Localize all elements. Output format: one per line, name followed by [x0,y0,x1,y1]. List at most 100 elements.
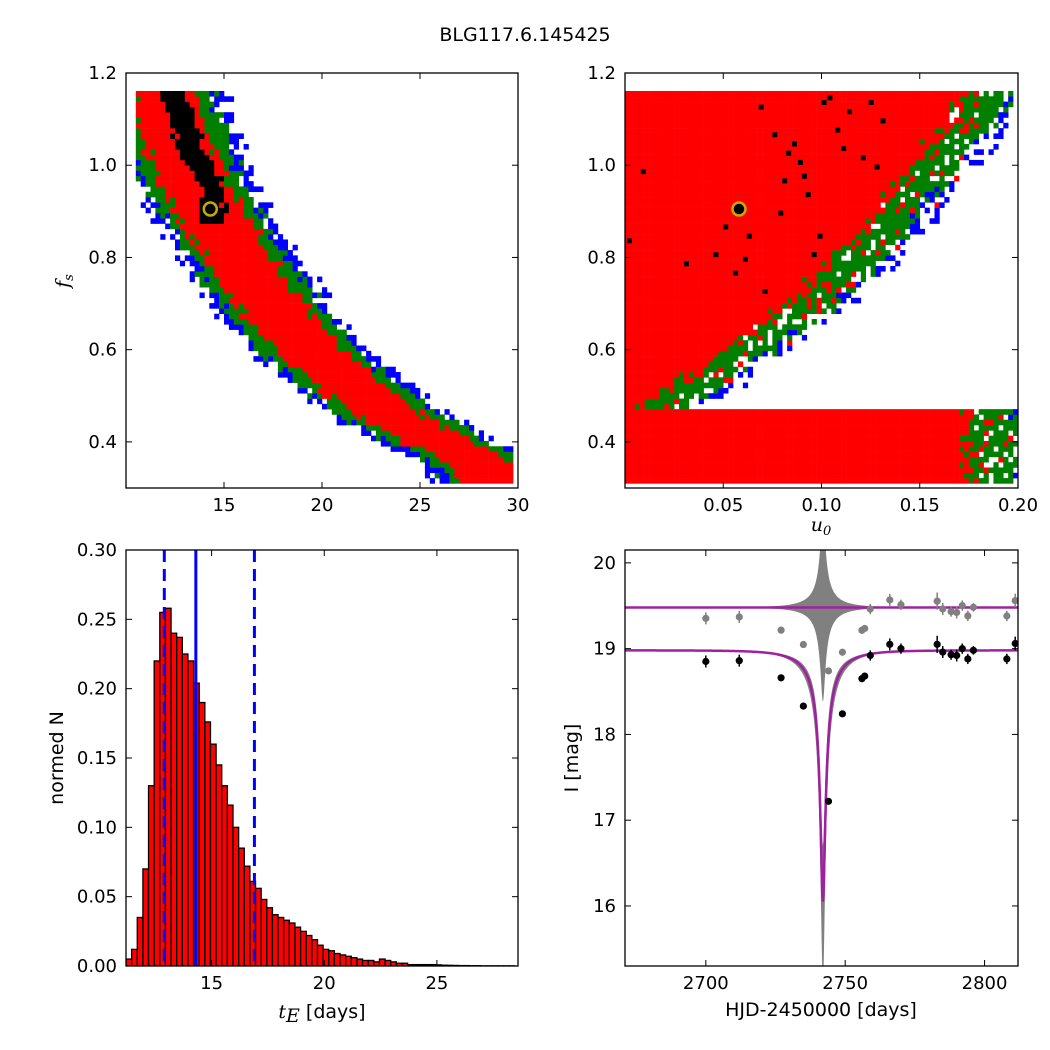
density-cell [983,414,989,421]
density-cell [693,435,699,442]
density-cell [841,149,847,155]
density-cell [258,281,264,288]
density-cell [919,191,925,198]
density-cell [703,212,709,219]
density-cell [683,440,690,447]
density-cell [900,446,906,452]
density-cell [875,181,881,187]
density-cell [880,175,886,182]
density-cell [258,340,264,346]
density-cell [870,207,876,214]
density-cell [875,191,881,198]
density-cell [718,334,724,341]
density-cell [728,292,734,299]
density-cell [963,451,970,458]
density-cell [194,186,200,193]
density-cell [826,297,832,304]
density-cell [801,234,808,240]
density-cell [792,329,798,336]
density-cell [905,154,911,161]
density-cell [978,149,984,155]
density-cell [307,345,313,352]
density-cell [816,244,822,251]
density-cell [214,228,220,235]
density-cell [175,186,181,193]
density-cell [963,419,970,426]
density-cell [253,287,259,293]
density-cell [238,260,244,267]
density-cell [708,345,714,352]
density-cell [900,202,906,208]
density-cell [713,356,719,362]
density-cell [880,154,886,161]
density-cell [733,419,739,426]
density-cell [850,255,857,261]
density-cell [747,462,754,468]
density-cell [214,165,220,171]
density-cell [831,419,837,426]
density-cell [679,228,685,235]
density-cell [850,440,857,447]
density-cell [924,159,930,166]
density-cell [811,419,817,426]
density-cell [939,419,945,426]
density-cell [219,297,225,304]
density-cell [959,478,965,484]
density-cell [855,281,862,288]
density-cell [909,165,916,171]
density-cell [140,128,146,134]
density-cell [282,361,288,368]
density-cell [816,462,822,468]
density-cell [282,297,288,304]
density-cell [175,128,181,134]
density-cell [742,244,749,251]
density-cell [184,244,190,251]
density-cell [841,265,847,272]
density-cell [375,393,382,399]
density-cell [693,218,699,224]
density-cell [268,271,274,277]
density-cell [644,276,650,283]
density-cell [939,472,945,479]
density-cell [826,446,832,452]
density-cell [263,260,269,267]
density-cell [728,446,734,452]
density-cell [449,478,455,484]
density-cell [949,430,955,436]
density-cell [846,456,852,463]
density-cell [747,154,754,161]
density-cell [806,446,812,452]
density-cell [224,212,230,219]
density-cell [233,144,239,150]
density-cell [728,329,734,336]
density-cell [919,456,925,463]
density-cell [713,207,719,214]
density-cell [679,287,685,293]
density-cell [846,265,852,272]
density-cell [713,223,719,230]
density-cell [723,425,729,431]
density-cell [674,159,680,166]
density-cell [954,435,960,442]
density-cell [390,393,396,399]
density-cell [693,159,699,166]
density-cell [757,430,763,436]
density-cell [356,345,362,352]
density-cell [870,430,876,436]
density-cell [629,234,636,240]
density-cell [380,372,386,378]
density-cell [629,260,636,267]
density-cell [733,297,739,304]
density-cell [708,377,714,383]
density-cell [747,165,754,171]
density-cell [757,451,763,458]
density-cell [444,440,450,447]
density-cell [728,191,734,198]
density-cell [688,239,695,246]
density-cell [248,329,254,336]
density-cell [209,154,215,161]
density-cell [718,435,724,442]
density-cell [199,265,205,272]
density-cell [287,319,293,325]
density-cell [708,334,714,341]
